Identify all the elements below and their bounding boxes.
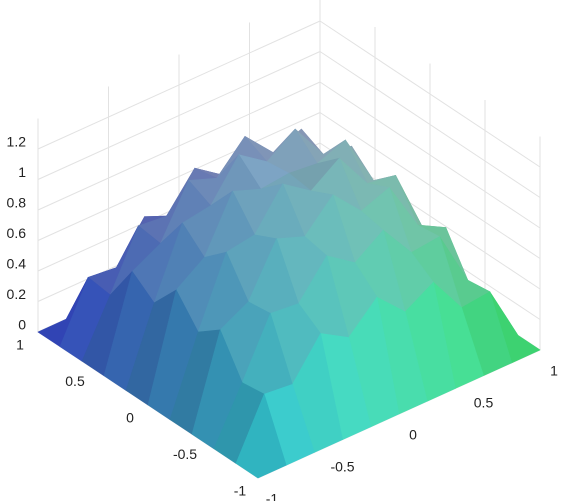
x-tick-label: -1 [266, 491, 279, 501]
x-tick-label: 0.5 [474, 395, 494, 411]
y-tick-label: 0 [126, 410, 134, 426]
z-tick-label: 0.2 [7, 286, 27, 302]
y-tick-label: -0.5 [173, 446, 197, 462]
z-tick-label: 0.8 [7, 195, 27, 211]
z-tick-label: 0.6 [7, 225, 27, 241]
y-tick-label: 0.5 [65, 373, 85, 389]
z-tick-label: 0 [18, 317, 26, 333]
z-tick-label: 0.4 [7, 256, 27, 272]
z-tick-label: 1.2 [7, 134, 27, 150]
z-tick-label: 1 [18, 164, 26, 180]
x-tick-label: 1 [550, 363, 558, 379]
y-tick-label: -1 [234, 483, 247, 499]
x-tick-label: -0.5 [330, 459, 354, 475]
surface-patch [235, 393, 287, 479]
surface [37, 128, 541, 479]
x-tick-label: 0 [409, 427, 417, 443]
y-tick-label: 1 [16, 337, 24, 353]
